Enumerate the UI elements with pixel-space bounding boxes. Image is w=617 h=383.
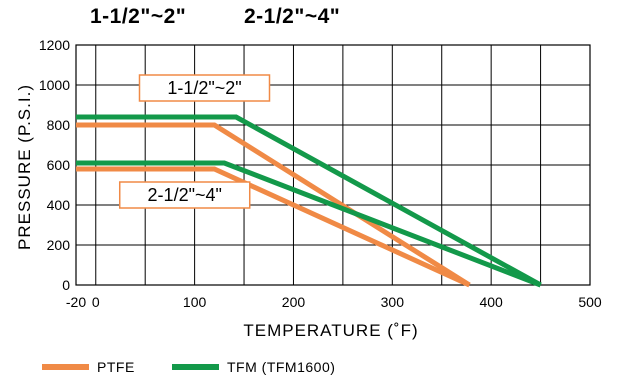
y-axis-title: PRESSURE (P.S.I.) [15,84,34,250]
x-axis-title: TEMPERATURE (˚F) [243,321,418,340]
y-tick-label: 1000 [39,77,70,93]
legend-label: TFM (TFM1600) [227,359,335,375]
y-tick-label: 400 [47,197,71,213]
series-line [76,160,542,288]
chart-series [76,114,542,288]
annotation-box [118,181,251,209]
y-tick-label: 0 [62,277,70,293]
annotation-label: 2-1/2"~4" [148,185,222,205]
series-line [76,122,471,288]
chart-annotations: 1-1/2"~2" 2-1/2"~4" [118,74,271,209]
x-tick-label: 300 [381,294,405,310]
annotation-label: 1-1/2"~2" [167,78,241,98]
y-tick-label: 1200 [39,37,70,53]
x-tick-label: 0 [92,294,100,310]
x-tick-label: 200 [282,294,306,310]
annotation-box [138,74,271,102]
header-size-large: 2-1/2"~4" [244,5,341,28]
header-size-small: 1-1/2"~2" [90,5,187,28]
y-tick-label: 800 [47,117,71,133]
y-tick-label: 200 [47,237,71,253]
series-line [76,114,542,288]
x-tick-label: 100 [183,294,207,310]
x-tick-label: 500 [578,294,602,310]
legend-label: PTFE [97,359,135,375]
y-tick-label: 600 [47,157,71,173]
x-tick-label: -20 [66,294,86,310]
series-line [76,166,471,288]
chart-legend: PTFE TFM (TFM1600) [42,359,335,375]
x-tick-label: 400 [479,294,503,310]
